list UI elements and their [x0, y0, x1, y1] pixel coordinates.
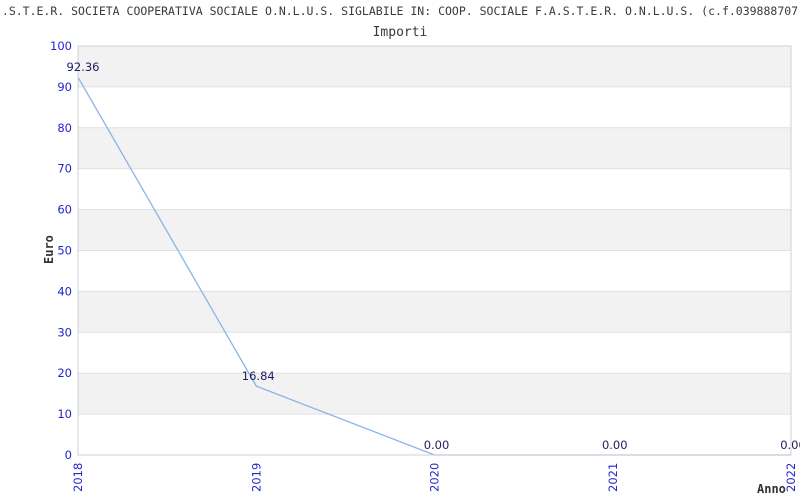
y-tick-label: 0: [65, 448, 72, 462]
x-tick-label: 2021: [606, 463, 620, 492]
plot-band: [78, 86, 791, 128]
plot-band: [78, 127, 791, 169]
y-tick-label: 20: [57, 366, 72, 380]
plot-band: [78, 209, 791, 251]
y-tick-label: 80: [57, 121, 72, 135]
y-tick-label: 90: [57, 80, 72, 94]
y-tick-label: 40: [57, 284, 72, 298]
plot-band: [78, 414, 791, 455]
y-tick-label: 50: [57, 244, 72, 258]
value-label: 0.00: [424, 438, 450, 452]
y-tick-label: 60: [57, 203, 72, 217]
value-label: 16.84: [242, 369, 275, 383]
y-tick-label: 30: [57, 325, 72, 339]
plot-band: [78, 373, 791, 415]
value-label: 0.00: [780, 438, 800, 452]
chart-title: Importi: [372, 25, 428, 40]
plot-band: [78, 168, 791, 210]
plot-border: [77, 45, 792, 456]
y-tick-label: 10: [57, 407, 72, 421]
x-axis-title: Anno: [757, 482, 786, 496]
y-axis-title: Euro: [42, 235, 56, 264]
plot-band: [78, 291, 791, 333]
plot-band: [78, 250, 791, 292]
company-header: .S.T.E.R. SOCIETA COOPERATIVA SOCIALE O.…: [1, 4, 799, 18]
plot-band: [78, 46, 791, 87]
x-tick-label: 2022: [784, 463, 798, 492]
value-label: 0.00: [602, 438, 628, 452]
value-label: 92.36: [67, 60, 100, 74]
y-tick-label: 100: [50, 39, 72, 53]
x-tick-label: 2019: [249, 463, 263, 492]
plot-band: [78, 332, 791, 374]
y-tick-label: 70: [57, 162, 72, 176]
x-tick-label: 2020: [428, 463, 442, 492]
x-tick-label: 2018: [71, 463, 85, 492]
